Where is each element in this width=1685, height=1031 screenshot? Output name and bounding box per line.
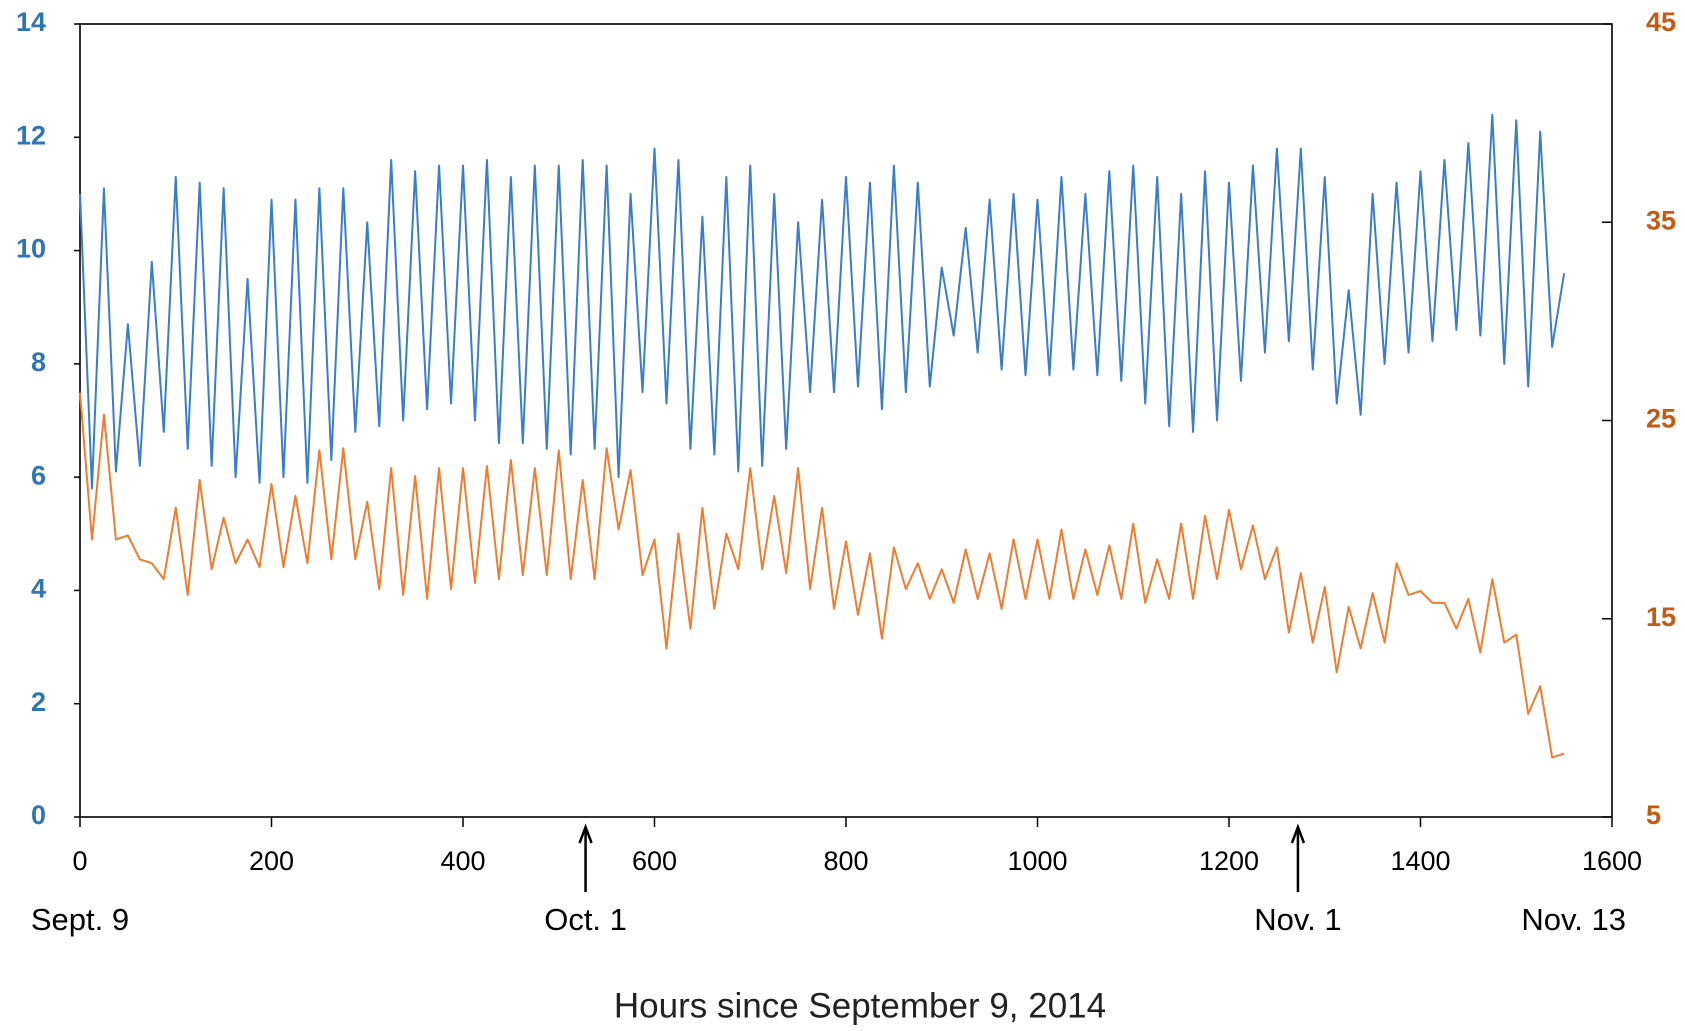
x-axis-title: Hours since September 9, 2014 [614, 986, 1106, 1025]
x-tick-label: 600 [632, 846, 677, 876]
data-line [79, 392, 1565, 759]
x-tick-label: 1200 [1199, 846, 1259, 876]
y-tick-label: 8 [31, 347, 46, 377]
x-tick-label: 1000 [1007, 846, 1067, 876]
annotation-label: Sept. 9 [31, 902, 129, 937]
x-tick-label: 1400 [1390, 846, 1450, 876]
x-tick-label: 800 [823, 846, 868, 876]
y-tick-label: 0 [31, 800, 46, 830]
x-tick-label: 0 [72, 846, 87, 876]
y-tick-label: 2 [31, 687, 46, 717]
y-tick-label: 10 [16, 234, 46, 264]
y-tick-label: 6 [31, 460, 46, 490]
x-tick-label: 400 [440, 846, 485, 876]
y-tick-label: 14 [16, 7, 46, 37]
annotation-label: Nov. 1 [1254, 902, 1341, 937]
x-tick-label: 1600 [1582, 846, 1642, 876]
y-tick-label: 4 [31, 574, 46, 604]
annotation-arrowhead [578, 823, 593, 844]
y2-tick-label: 25 [1646, 404, 1676, 434]
y2-tick-label: 15 [1646, 602, 1676, 632]
annotation-arrowhead [1290, 823, 1306, 844]
annotation-label: Oct. 1 [544, 902, 627, 937]
y2-tick-label: 5 [1646, 800, 1661, 830]
y2-tick-label: 35 [1646, 205, 1676, 235]
y-tick-label: 12 [16, 120, 46, 150]
x-tick-label: 200 [249, 846, 294, 876]
y2-tick-label: 45 [1646, 7, 1676, 37]
data-line [79, 113, 1566, 490]
annotation-label: Nov. 13 [1521, 902, 1626, 937]
